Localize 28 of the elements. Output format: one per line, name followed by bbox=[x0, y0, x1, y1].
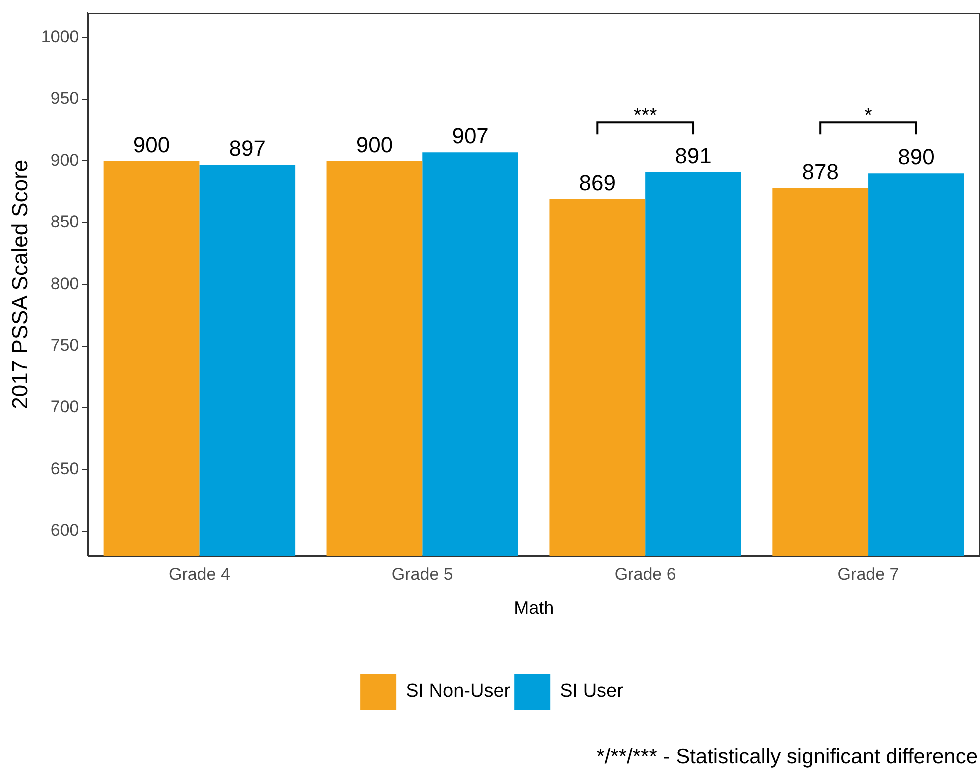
annotation: *** bbox=[634, 105, 658, 128]
y-tick-label: 1000 bbox=[41, 28, 80, 47]
legend-label: SI User bbox=[560, 681, 624, 702]
text: */**/*** - Statistically significant difference bbox=[596, 745, 978, 768]
x-axis-title: Math bbox=[514, 598, 554, 618]
data-label: 891 bbox=[675, 143, 712, 168]
data-label: 900 bbox=[133, 132, 170, 158]
data-label: 900 bbox=[356, 132, 394, 158]
y-tick-label: 800 bbox=[50, 274, 80, 294]
data-label: 890 bbox=[898, 144, 935, 170]
data-label: 869 bbox=[579, 170, 616, 196]
annotation: * bbox=[864, 105, 873, 128]
y-tick-label: 700 bbox=[50, 398, 80, 417]
x-tick-label: Grade 7 bbox=[838, 564, 900, 584]
y-tick-label: 750 bbox=[50, 336, 80, 355]
data-label: 878 bbox=[802, 159, 839, 184]
y-tick-label: 900 bbox=[50, 150, 80, 170]
legend-label: SI Non-User bbox=[406, 681, 512, 702]
x-tick-label: Grade 6 bbox=[614, 564, 676, 584]
x-tick-label: Grade 5 bbox=[392, 564, 454, 584]
data-label: 897 bbox=[229, 136, 266, 161]
y-tick-label: 850 bbox=[50, 212, 80, 232]
data-label: 907 bbox=[452, 124, 489, 149]
x-tick-label: Grade 4 bbox=[168, 564, 230, 584]
y-tick-label: 950 bbox=[50, 89, 80, 108]
y-axis-title: 2017 PSSA Scaled Score bbox=[7, 160, 32, 410]
y-tick-label: 600 bbox=[50, 521, 80, 540]
y-tick-label: 650 bbox=[50, 459, 80, 478]
